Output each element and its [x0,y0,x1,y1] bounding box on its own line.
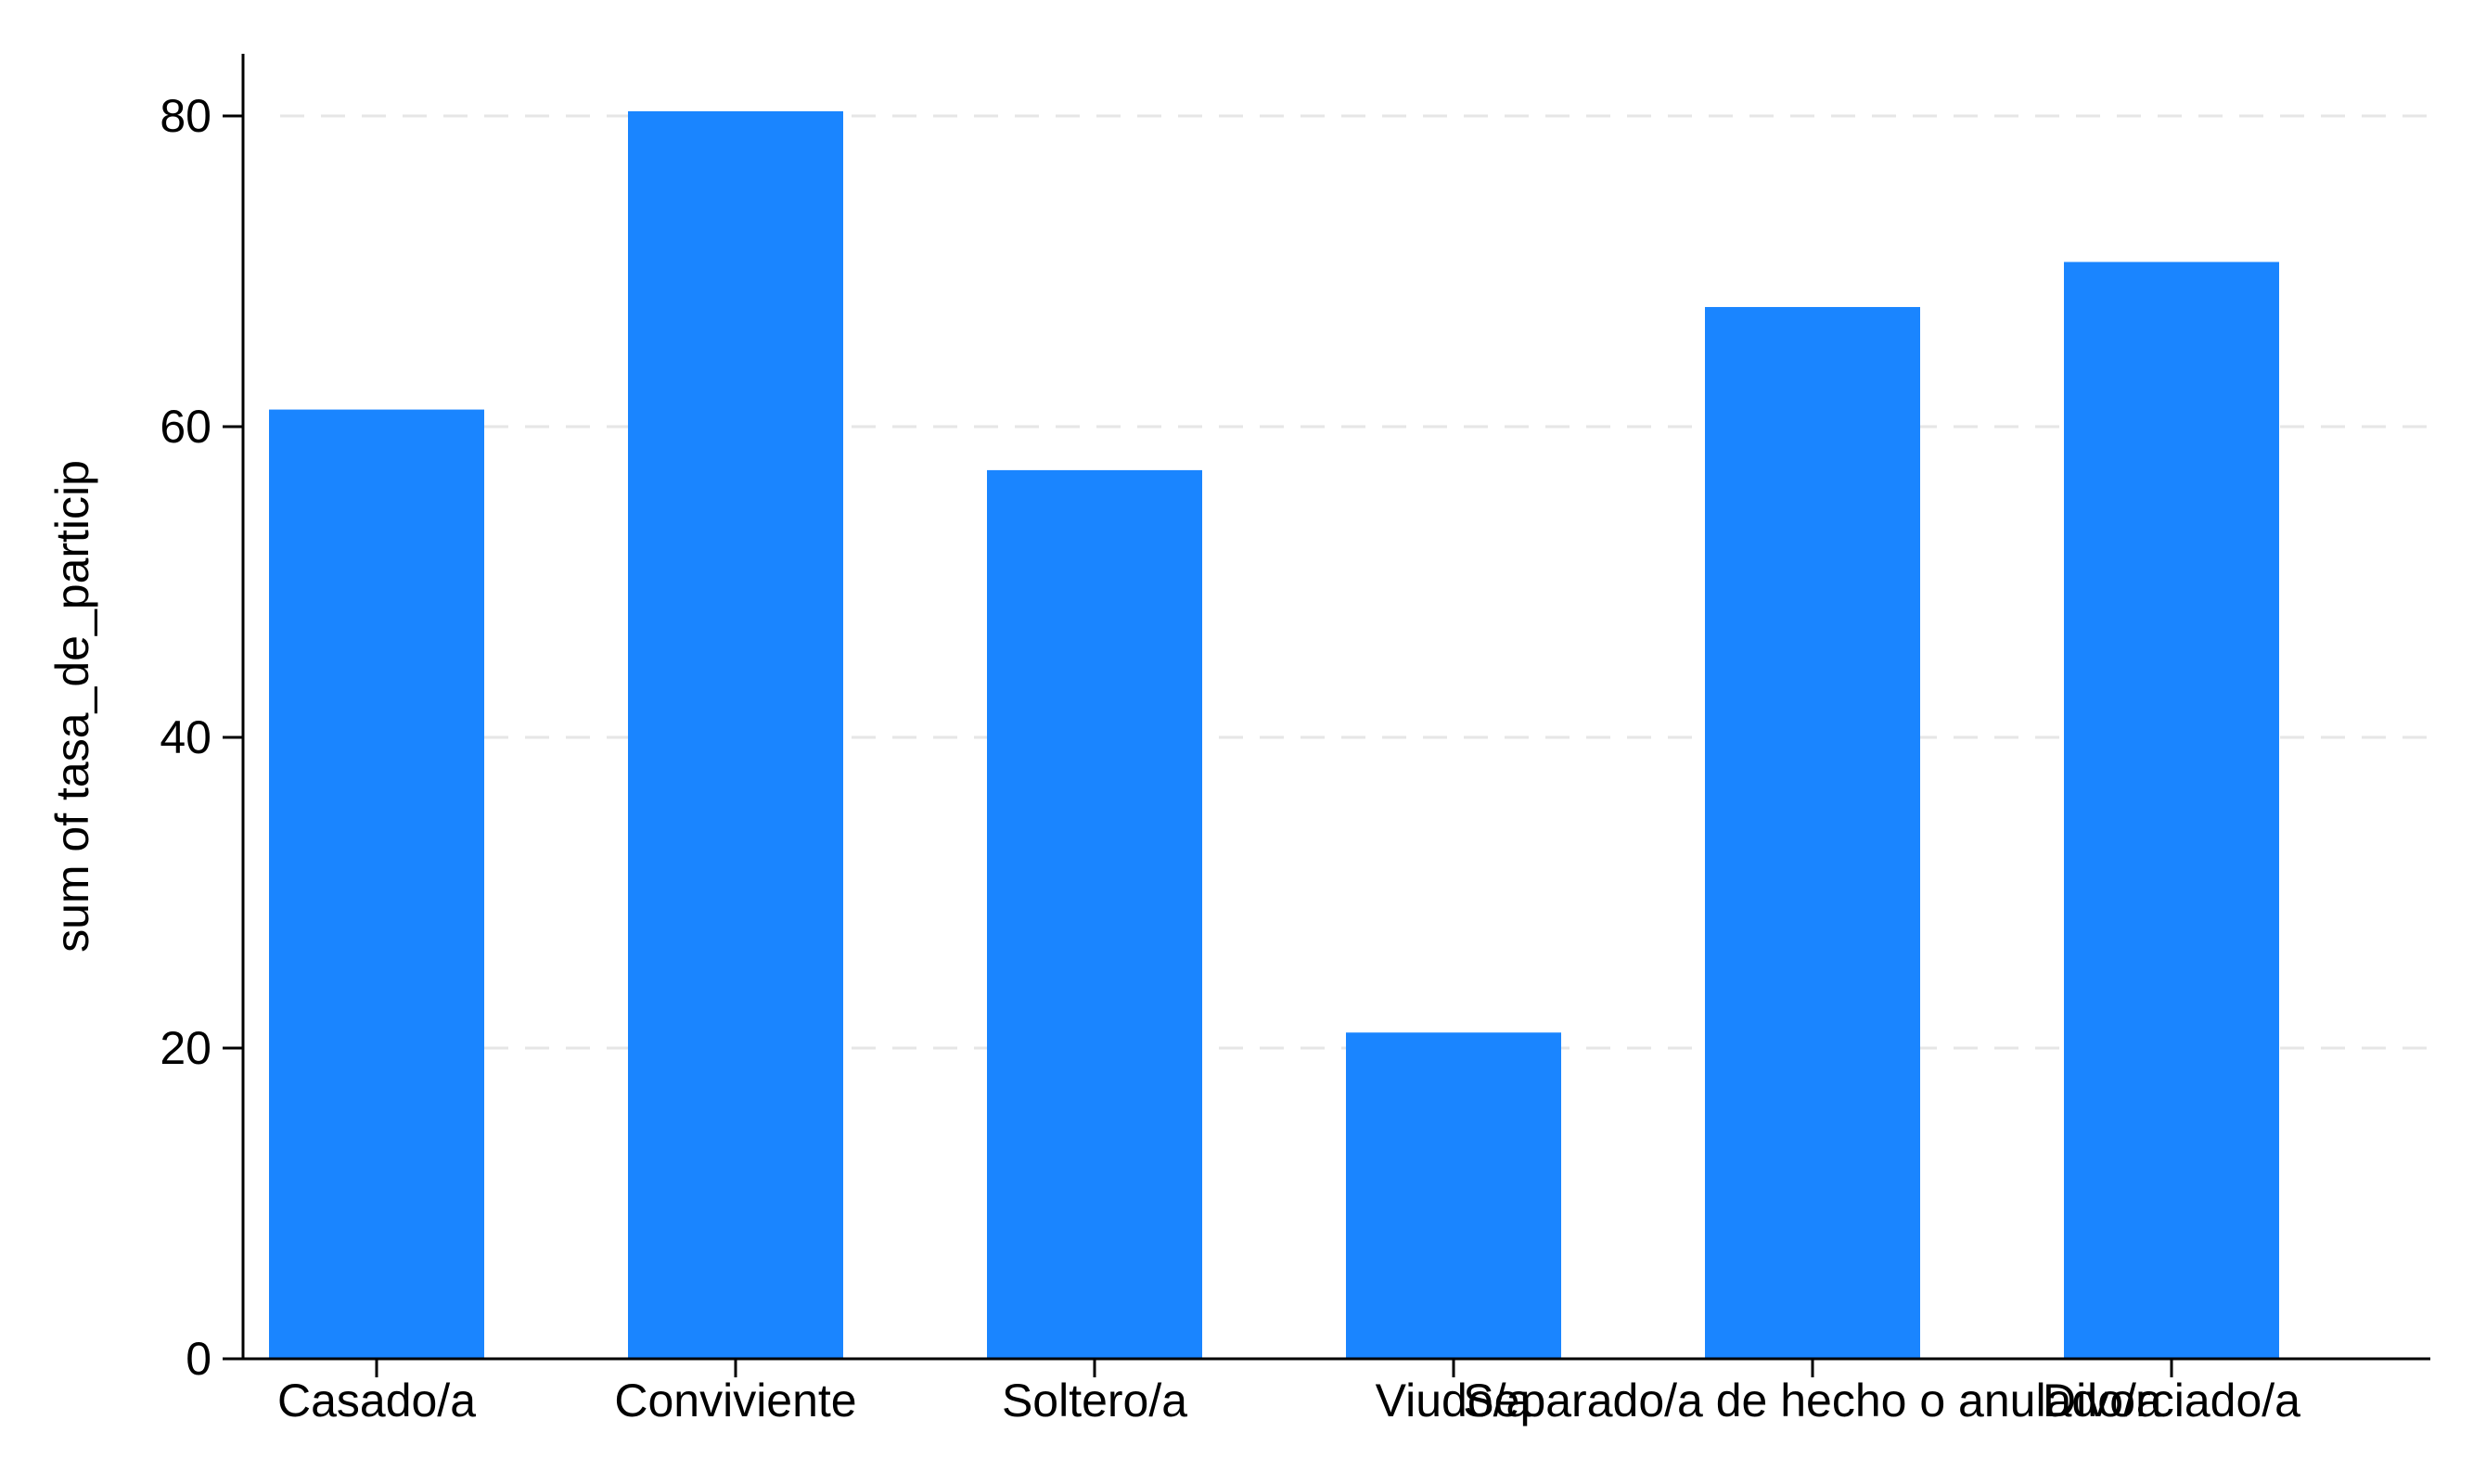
y-axis-ticks: 0 20 40 60 80 [160,90,243,1385]
bar [2064,262,2279,1360]
bar [628,110,843,1360]
bars [269,110,2279,1360]
x-tick-label: Casado/a [277,1375,476,1426]
x-tick-label: Separado/a de hecho o anulado/a [1463,1375,2162,1426]
bar [1705,307,1920,1359]
y-tick-label: 60 [160,401,211,453]
y-axis-title: sum of tasa_de_particip [46,460,98,953]
y-tick-label: 0 [186,1333,211,1385]
axes [241,54,2430,1361]
bar [269,409,484,1359]
x-tick-label: Viudo/a [1376,1375,1532,1426]
y-tick-label: 40 [160,711,211,763]
bar [987,469,1202,1359]
bar [1346,1032,1561,1359]
x-tick-label: Divorciado/a [2043,1375,2300,1426]
x-tick-label: Conviviente [614,1375,856,1426]
x-axis-ticks: Casado/a Conviviente Soltero/a Viudo/aSepar… [277,1359,2300,1426]
y-tick-label: 80 [160,90,211,142]
y-tick-label: 20 [160,1022,211,1074]
x-tick-label: Soltero/a [1002,1375,1187,1426]
